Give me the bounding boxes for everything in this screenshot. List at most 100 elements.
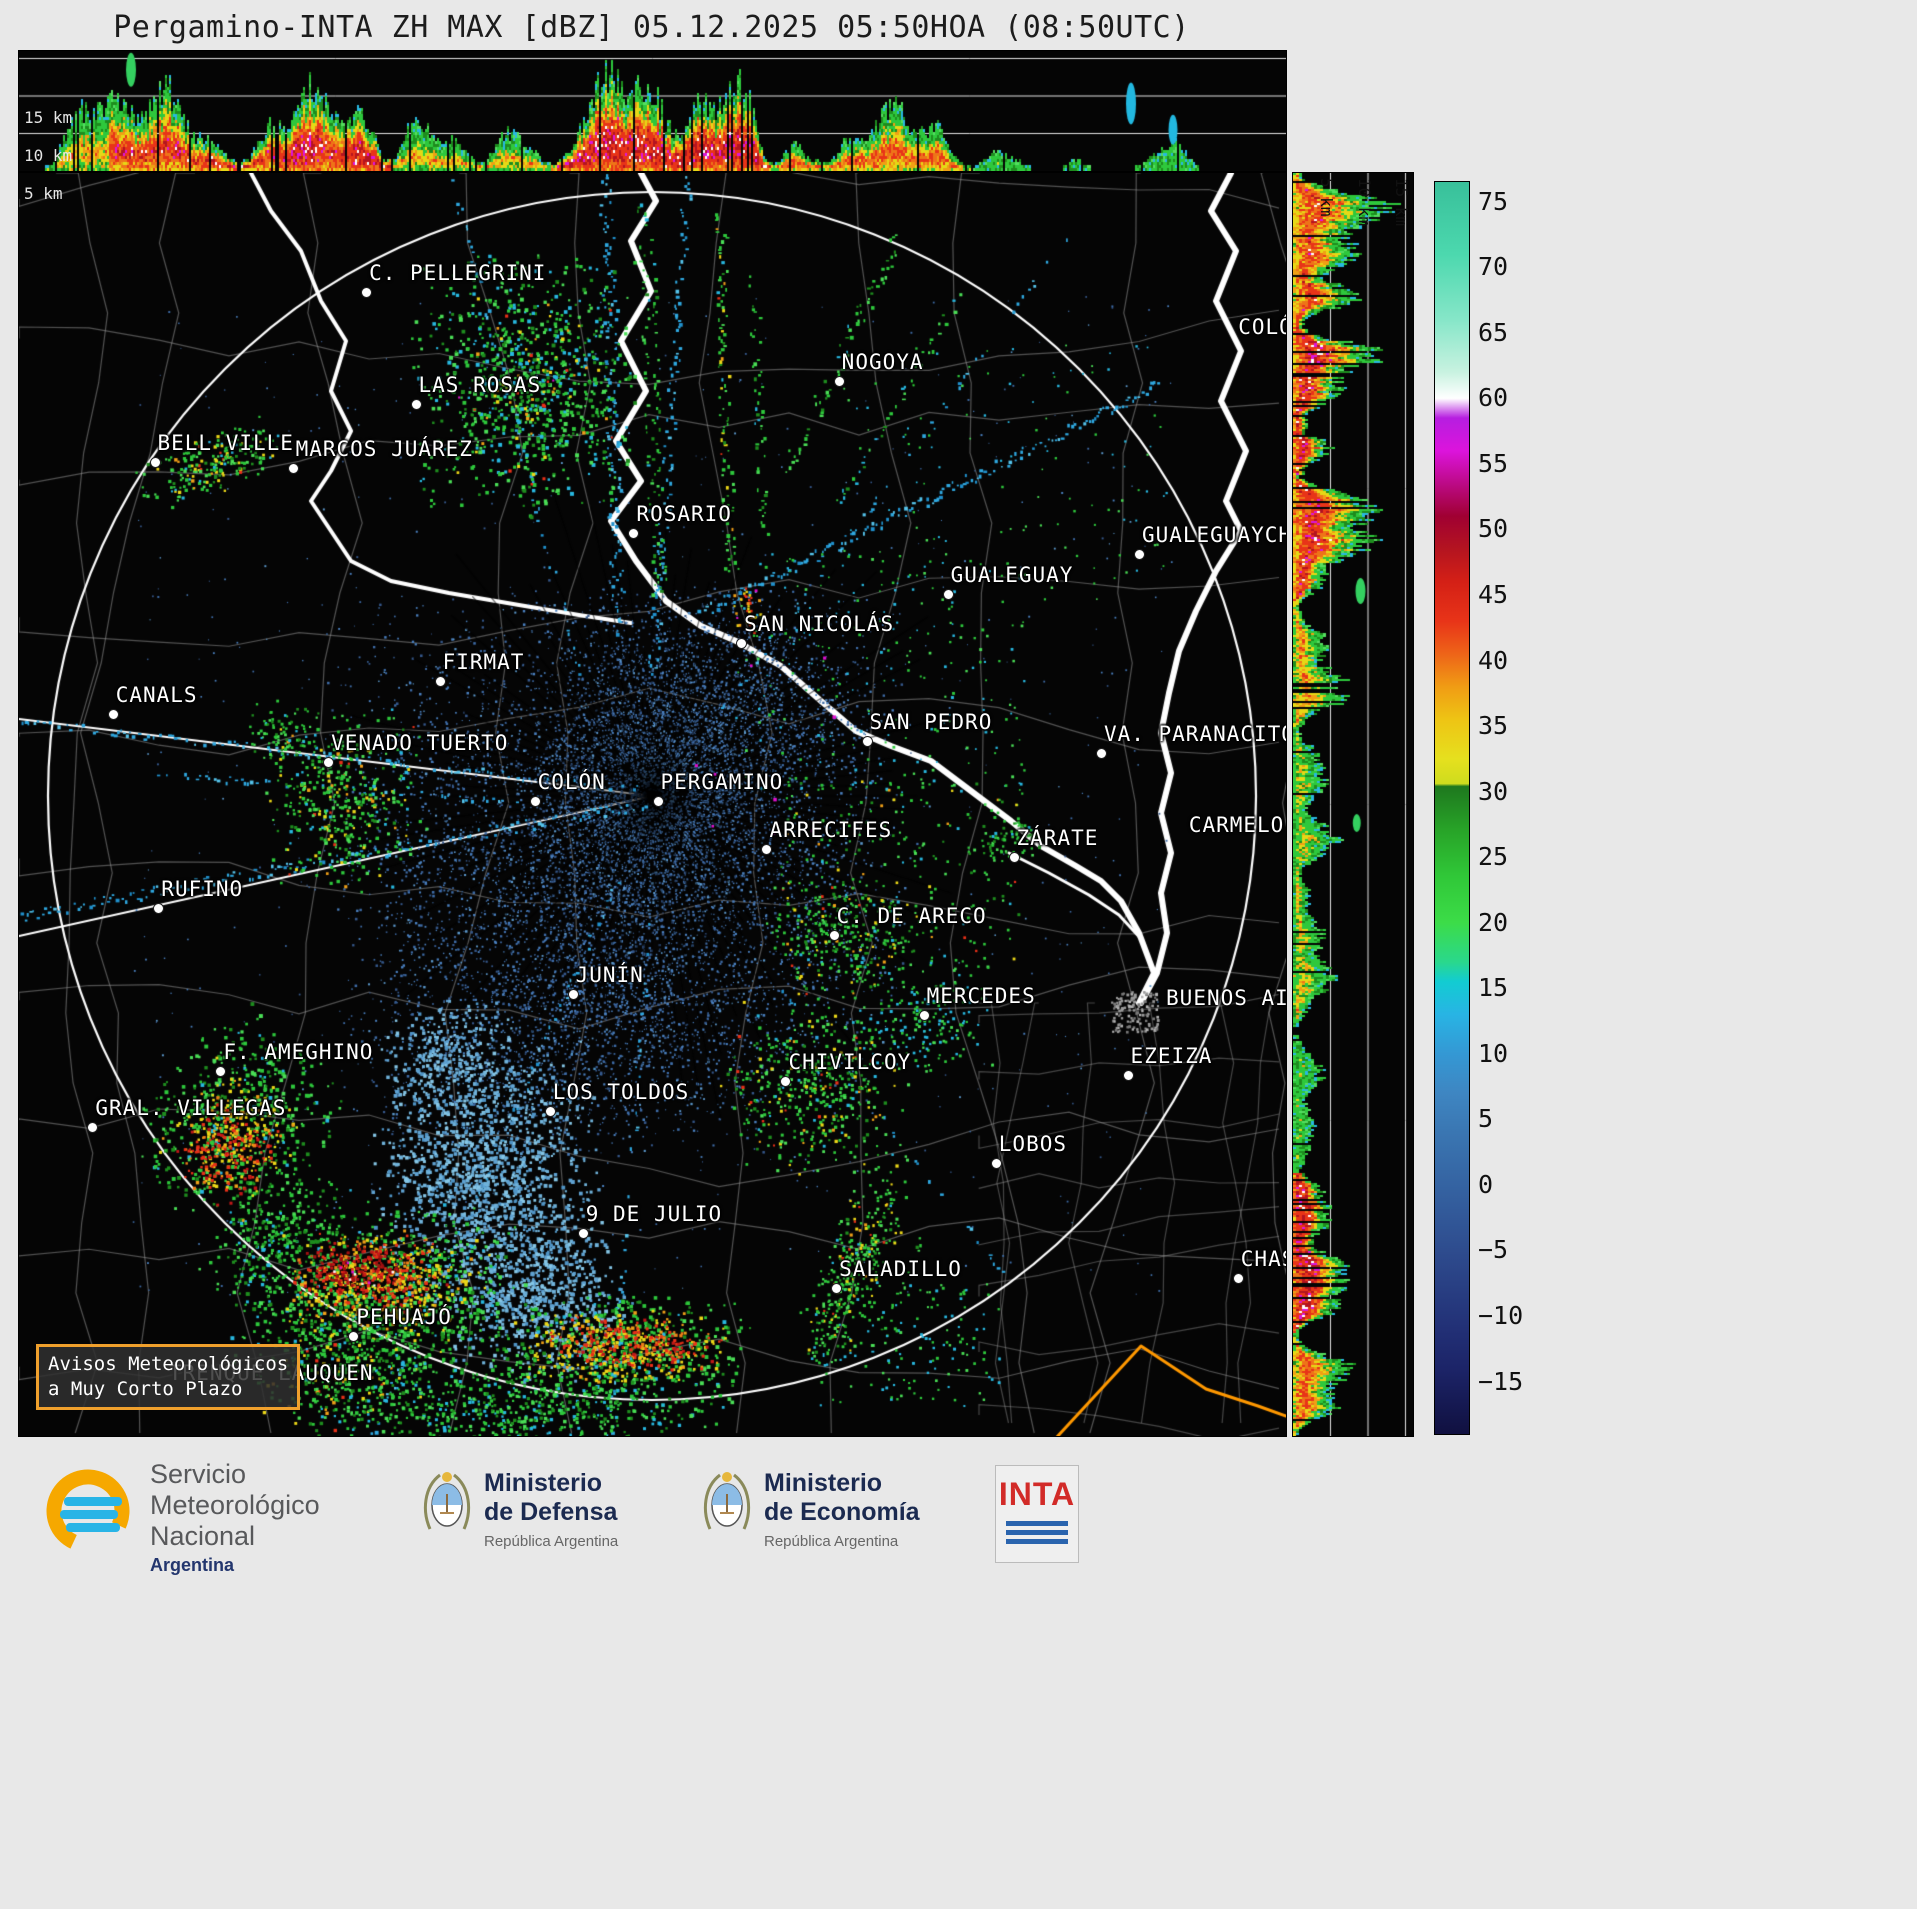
city-label: BELL VILLE [157, 431, 294, 456]
warning-box: Avisos Meteorológicos a Muy Corto Plazo [36, 1344, 301, 1410]
radar-map-canvas [19, 173, 1286, 1436]
colorbar-tick-label: 55 [1478, 448, 1509, 478]
city-layer: C. PELLEGRINI NOGOYA LAS ROSAS BELL VILLE MA… [19, 173, 1286, 1436]
economia-line-2: de Economía [764, 1498, 920, 1526]
city-label: SALADILLO [839, 1257, 962, 1282]
city-label: JUNÍN [575, 962, 644, 987]
city-dot [1122, 1069, 1134, 1081]
city-label: MARCOS JUÁREZ [295, 437, 473, 462]
city-label: SAN PEDRO [869, 710, 993, 735]
altitude-label-10km: 10 km [24, 146, 73, 165]
colorbar-tick-label: 70 [1478, 252, 1509, 282]
altitude-label-5km: 5 km [24, 184, 63, 203]
right-crosssection-panel [1292, 172, 1414, 1437]
economia-line-3: República Argentina [764, 1533, 899, 1550]
defensa-line-3: República Argentina [484, 1533, 619, 1550]
city-dot [1232, 1273, 1244, 1285]
city-dot [1095, 747, 1107, 759]
city-dot [577, 1227, 589, 1239]
altitude-label-15km-vertical: 15 km [1392, 178, 1411, 227]
colorbar-tick-label: 30 [1478, 776, 1509, 806]
city-dot [736, 637, 748, 649]
city-dot [287, 463, 299, 475]
city-dot [434, 675, 446, 687]
city-dot [761, 843, 773, 855]
city-label: GRAL. VILLEGAS [95, 1095, 287, 1120]
smn-line-4: Argentina [150, 1555, 235, 1575]
city-dot [153, 903, 165, 914]
altitude-label-5km-vertical: 5 km [1317, 178, 1336, 217]
city-label: CHASCOMÚS [1240, 1247, 1286, 1272]
colorbar-tick-label: 40 [1478, 645, 1509, 675]
city-dot [861, 736, 873, 748]
city-label: ARRECIFES [769, 817, 893, 842]
city-label: NOGOYA [841, 350, 924, 375]
city-label: PERGAMINO [660, 769, 784, 794]
colorbar-tick-label: 75 [1478, 186, 1509, 216]
city-dot [990, 1158, 1002, 1170]
city-label: RUFINO [161, 877, 244, 901]
colorbar-tick-label: −5 [1478, 1235, 1509, 1265]
colorbar-tick-label: −15 [1478, 1366, 1524, 1396]
warning-line-2: a Muy Corto Plazo [48, 1378, 243, 1400]
colorbar-tick-label: 0 [1478, 1169, 1494, 1199]
footer: Servicio Meteorológico Nacional Argentin… [0, 1443, 1917, 1909]
top-crosssection-panel: 15 km 10 km 5 km [18, 50, 1287, 203]
colorbar-tick-label: 65 [1478, 317, 1509, 347]
page-title: Pergamino-INTA ZH MAX [dBZ] 05.12.2025 0… [113, 10, 1190, 45]
smn-line-3: Nacional [150, 1521, 256, 1551]
warning-line-1: Avisos Meteorológicos [48, 1353, 289, 1375]
smn-wordmark: Servicio Meteorológico Nacional Argentin… [150, 1459, 320, 1576]
city-dot [652, 795, 664, 807]
city-dot [828, 929, 840, 941]
city-dot [544, 1106, 556, 1118]
city-label: 9 DE JULIO [585, 1201, 723, 1226]
city-label: F. AMEGHINO [223, 1039, 374, 1064]
city-label: C. PELLEGRINI [369, 260, 547, 285]
city-label: COLÓN [1238, 314, 1286, 339]
city-dot [348, 1331, 360, 1343]
city-dot [323, 756, 335, 768]
city-dot [918, 1010, 930, 1022]
city-label: BUENOS AIRES [1166, 985, 1287, 1010]
smn-line-1: Servicio [150, 1459, 247, 1489]
economia-coat-of-arms-icon [700, 1467, 754, 1542]
city-label: VA. PARANACITO [1103, 721, 1287, 746]
smn-logo [38, 1461, 138, 1566]
city-label: LOS TOLDOS [552, 1080, 690, 1105]
city-label: LAS ROSAS [418, 373, 542, 398]
colorbar-tick-label: 50 [1478, 514, 1509, 544]
colorbar-tick-label: 60 [1478, 383, 1509, 413]
city-label: PEHUAJÓ [356, 1305, 452, 1330]
economia-wordmark: Ministerio de Economía República Argenti… [764, 1469, 920, 1550]
colorbar-tick-label: 45 [1478, 579, 1509, 609]
city-label: VENADO TUERTO [331, 730, 509, 755]
city-dot [215, 1065, 227, 1077]
city-label: EZEIZA [1130, 1043, 1213, 1068]
colorbar-tick-label: 15 [1478, 973, 1509, 1003]
city-label: SAN NICOLÁS [744, 611, 895, 636]
defensa-line-2: de Defensa [484, 1498, 618, 1526]
city-dot [628, 527, 640, 539]
city-dot [87, 1121, 99, 1133]
defensa-wordmark: Ministerio de Defensa República Argentin… [484, 1469, 618, 1550]
economia-line-1: Ministerio [764, 1469, 883, 1497]
colorbar-tick-label: 10 [1478, 1038, 1509, 1068]
city-dot [107, 708, 119, 720]
inta-bars [1006, 1521, 1068, 1544]
city-dot [567, 988, 579, 1000]
city-dot [831, 1283, 843, 1295]
city-label: C. DE ARECO [836, 903, 987, 928]
colorbar-tick-label: 20 [1478, 907, 1509, 937]
colorbar-tick-label: 35 [1478, 711, 1509, 741]
inta-logo: INTA [995, 1465, 1079, 1563]
altitude-label-10km-vertical: 10 km [1355, 178, 1374, 227]
colorbar-tick-label: −10 [1478, 1301, 1524, 1330]
city-dot [1008, 852, 1020, 864]
city-dot [149, 457, 161, 469]
city-label: GUALEGUAYCHÚ [1141, 523, 1286, 548]
top-crosssection-canvas [19, 51, 1286, 171]
city-dot [361, 286, 373, 298]
city-dot [410, 399, 422, 411]
